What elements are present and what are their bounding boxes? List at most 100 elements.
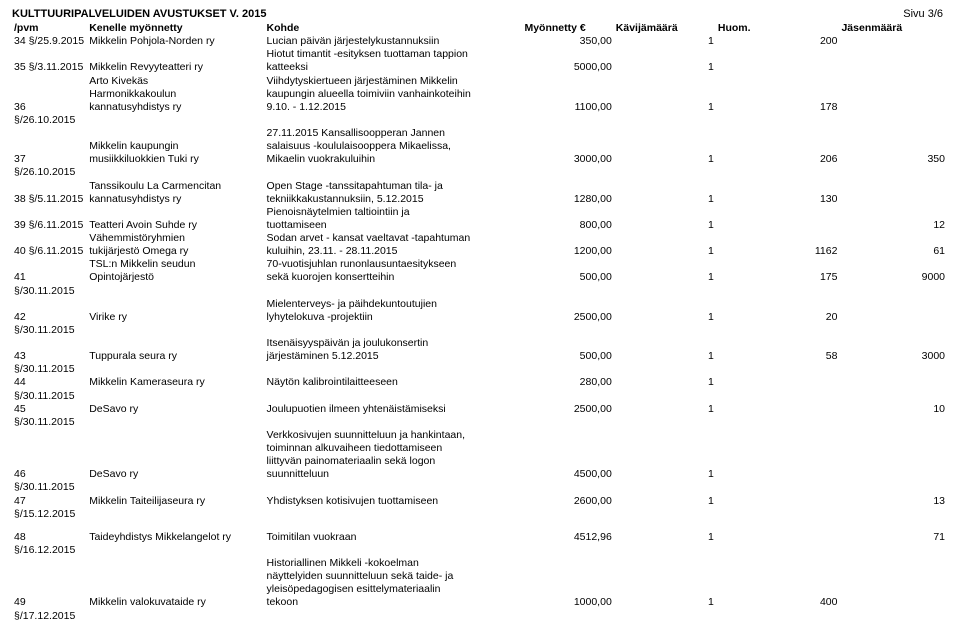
table-row: Hiotut timantit -esityksen tuottaman tap…	[12, 48, 947, 61]
cell-members	[839, 35, 947, 48]
cell-purpose: lyhytelokuva -projektiin	[265, 311, 523, 337]
cell-note	[716, 557, 840, 570]
cell-members	[839, 455, 947, 468]
table-row: Verkkosivujen suunnitteluun ja hankintaa…	[12, 429, 947, 442]
cell-amount	[522, 88, 613, 101]
cell-purpose: kuluihin, 23.11. - 28.11.2015	[265, 245, 523, 258]
cell-grantee: Vähemmistöryhmien	[87, 232, 264, 245]
cell-grantee	[87, 298, 264, 311]
cell-note	[716, 48, 840, 61]
cell-grantee: Arto Kivekäs	[87, 75, 264, 88]
cell-members: 9000	[839, 271, 947, 297]
table-row: toiminnan alkuvaiheen tiedottamiseen	[12, 442, 947, 455]
cell-visitors: 1	[614, 101, 716, 127]
cell-purpose: Näytön kalibrointilaitteeseen	[265, 376, 523, 402]
cell-num: 47 §/15.12.2015	[12, 495, 87, 521]
cell-visitors	[614, 298, 716, 311]
cell-members: 12	[839, 219, 947, 232]
table-row: yleisöpedagogisen esittelymateriaalin	[12, 583, 947, 596]
cell-amount	[522, 206, 613, 219]
cell-amount	[522, 127, 613, 140]
cell-amount	[522, 442, 613, 455]
table-row: 48 §/16.12.2015Taideyhdistys Mikkelangel…	[12, 531, 947, 557]
cell-num	[12, 88, 87, 101]
cell-note	[716, 337, 840, 350]
cell-amount	[522, 180, 613, 193]
cell-members	[839, 206, 947, 219]
cell-visitors	[614, 48, 716, 61]
cell-visitors	[614, 180, 716, 193]
cell-note	[716, 88, 840, 101]
header-members: Jäsenmäärä	[839, 22, 947, 35]
cell-num	[12, 180, 87, 193]
cell-purpose: yleisöpedagogisen esittelymateriaalin	[265, 583, 523, 596]
table-row: 37 §/26.10.2015musiikkiluokkien Tuki ryM…	[12, 153, 947, 179]
cell-purpose: sekä kuorojen konsertteihin	[265, 271, 523, 297]
cell-num: 38 §/5.11.2015	[12, 193, 87, 206]
cell-note	[716, 376, 840, 402]
cell-note	[716, 403, 840, 429]
cell-note: 400	[716, 596, 840, 622]
cell-grantee: kannatusyhdistys ry	[87, 193, 264, 206]
cell-grantee	[87, 570, 264, 583]
cell-grantee	[87, 127, 264, 140]
cell-purpose: Historiallinen Mikkeli -kokoelman	[265, 557, 523, 570]
cell-amount: 2500,00	[522, 311, 613, 337]
cell-amount	[522, 258, 613, 271]
cell-members	[839, 61, 947, 74]
cell-purpose: 9.10. - 1.12.2015	[265, 101, 523, 127]
cell-members	[839, 232, 947, 245]
cell-num	[12, 442, 87, 455]
cell-visitors: 1	[614, 350, 716, 376]
table-row: Tanssikoulu La CarmencitanOpen Stage -ta…	[12, 180, 947, 193]
table-row: Historiallinen Mikkeli -kokoelman	[12, 557, 947, 570]
cell-grantee: Harmonikkakoulun	[87, 88, 264, 101]
cell-visitors: 1	[614, 35, 716, 48]
cell-num: 49 §/17.12.2015	[12, 596, 87, 622]
cell-note	[716, 442, 840, 455]
table-row: 40 §/6.11.2015tukijärjestö Omega rykului…	[12, 245, 947, 258]
cell-num: 46 §/30.11.2015	[12, 468, 87, 494]
cell-num	[12, 140, 87, 153]
cell-num	[12, 557, 87, 570]
cell-amount	[522, 570, 613, 583]
cell-amount: 1280,00	[522, 193, 613, 206]
cell-note	[716, 298, 840, 311]
cell-amount: 280,00	[522, 376, 613, 402]
cell-note	[716, 583, 840, 596]
cell-visitors: 1	[614, 219, 716, 232]
cell-purpose: Viihdytyskiertueen järjestäminen Mikkeli…	[265, 75, 523, 88]
cell-note: 1162	[716, 245, 840, 258]
cell-grantee	[87, 429, 264, 442]
cell-visitors: 1	[614, 468, 716, 494]
cell-amount	[522, 232, 613, 245]
cell-num: 48 §/16.12.2015	[12, 531, 87, 557]
cell-members: 10	[839, 403, 947, 429]
cell-members	[839, 48, 947, 61]
cell-num: 39 §/6.11.2015	[12, 219, 87, 232]
cell-visitors: 1	[614, 245, 716, 258]
cell-grantee: DeSavo ry	[87, 403, 264, 429]
cell-num	[12, 298, 87, 311]
table-row	[12, 521, 947, 531]
cell-visitors	[614, 140, 716, 153]
cell-purpose: järjestäminen 5.12.2015	[265, 350, 523, 376]
cell-amount	[522, 455, 613, 468]
header-grantee: Kenelle myönnetty	[87, 22, 264, 35]
cell-purpose: Hiotut timantit -esityksen tuottaman tap…	[265, 48, 523, 61]
page-title: KULTTUURIPALVELUIDEN AVUSTUKSET V. 2015	[12, 8, 947, 22]
cell-visitors: 1	[614, 403, 716, 429]
cell-purpose: katteeksi	[265, 61, 523, 74]
cell-num: 42 §/30.11.2015	[12, 311, 87, 337]
cell-num	[12, 455, 87, 468]
cell-members	[839, 127, 947, 140]
cell-amount: 2600,00	[522, 495, 613, 521]
cell-purpose: liittyvän painomateriaalin sekä logon	[265, 455, 523, 468]
cell-note	[716, 429, 840, 442]
cell-note: 200	[716, 35, 840, 48]
table-row: Harmonikkakoulunkaupungin alueella toimi…	[12, 88, 947, 101]
cell-num: 36 §/26.10.2015	[12, 101, 87, 127]
cell-purpose: Joulupuotien ilmeen yhtenäistämiseksi	[265, 403, 523, 429]
cell-grantee: Tanssikoulu La Carmencitan	[87, 180, 264, 193]
cell-purpose: Itsenäisyyspäivän ja joulukonsertin	[265, 337, 523, 350]
